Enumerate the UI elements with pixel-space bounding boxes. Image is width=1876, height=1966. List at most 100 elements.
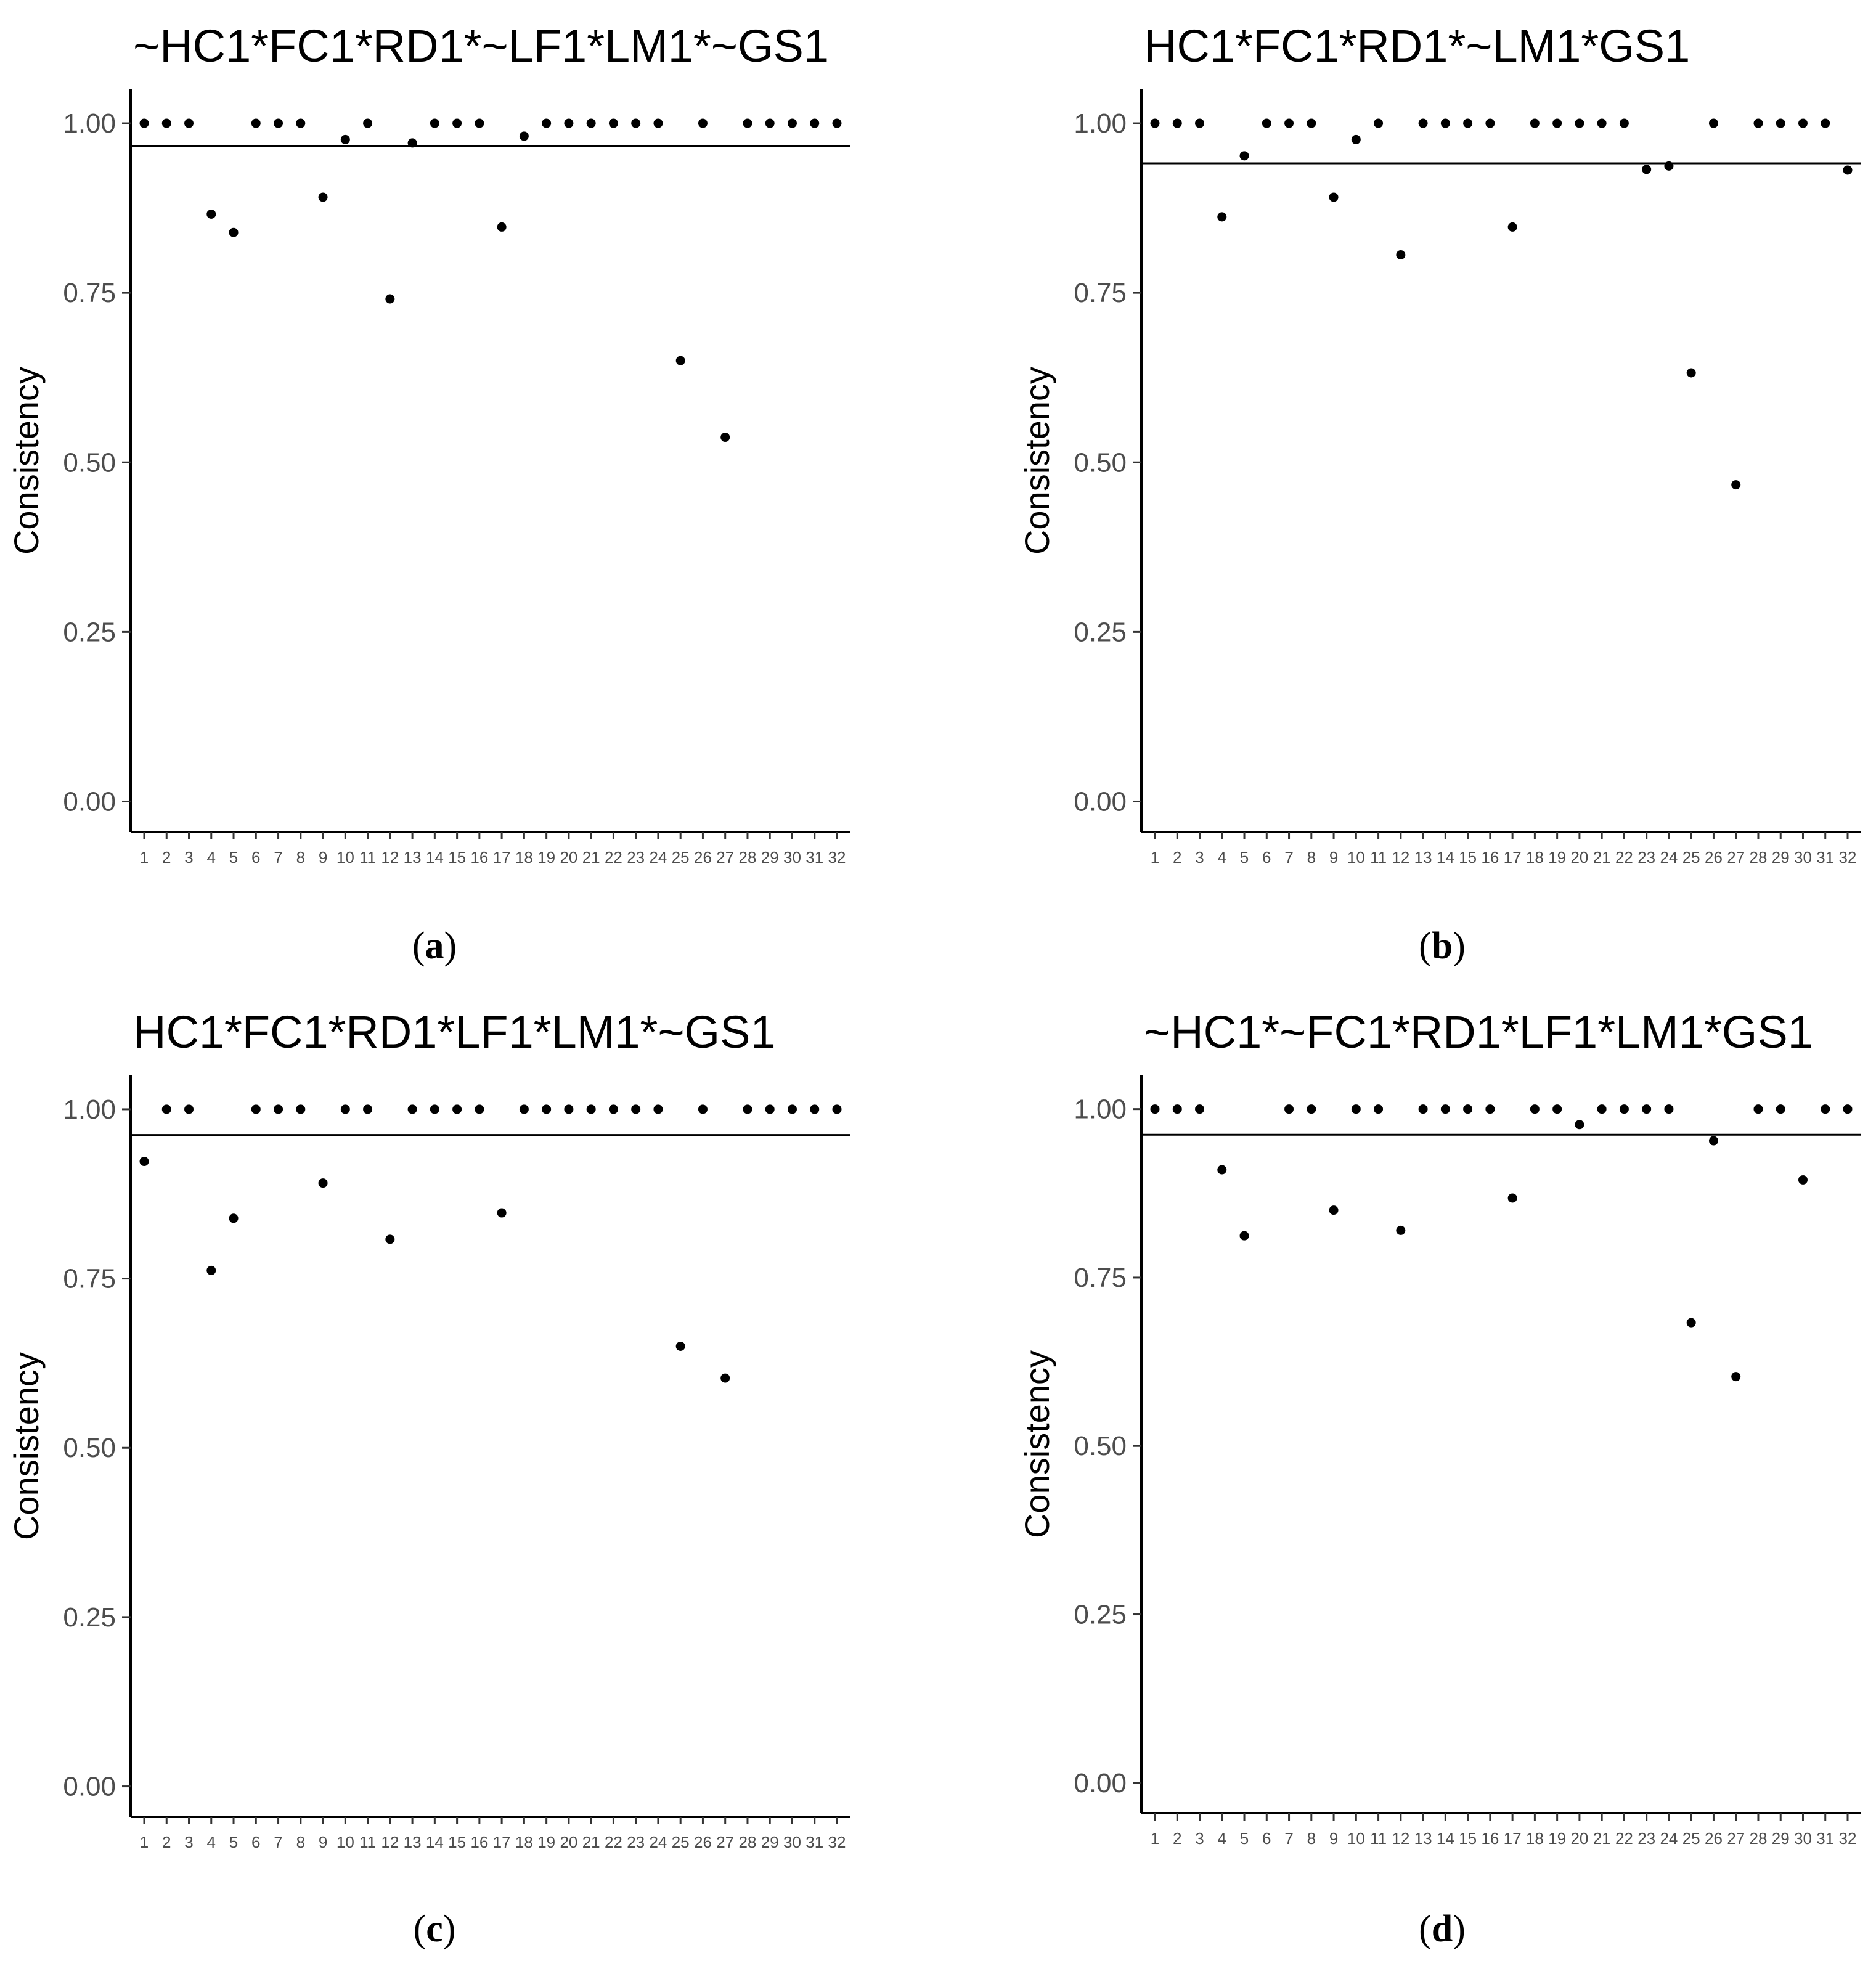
- x-tick-label: 14: [426, 848, 444, 867]
- x-tick-label: 28: [1750, 848, 1768, 867]
- data-point: [296, 1104, 306, 1114]
- data-point: [206, 1265, 216, 1275]
- data-point: [810, 118, 820, 128]
- data-point: [653, 118, 663, 128]
- data-point: [1150, 118, 1160, 128]
- data-point: [1239, 151, 1249, 161]
- x-tick-label: 25: [1682, 848, 1700, 867]
- x-tick-label: 29: [761, 1833, 779, 1851]
- panel-title: HC1*FC1*RD1*LF1*LM1*~GS1: [133, 1006, 776, 1058]
- x-tick-label: 29: [761, 848, 779, 867]
- x-tick-label: 8: [296, 848, 305, 867]
- x-tick-label: 26: [1705, 848, 1723, 867]
- panel-letter: a: [425, 925, 444, 967]
- data-point: [720, 1373, 730, 1383]
- data-point: [810, 1104, 820, 1114]
- data-point: [1821, 1104, 1830, 1114]
- data-point: [1396, 250, 1406, 260]
- x-tick-label: 20: [560, 848, 577, 867]
- y-tick-label: 0.25: [1074, 1600, 1127, 1630]
- axes: 0.000.250.500.751.001 2 3 4 5 6 7 8 9 10 11 12 13 14 1…: [63, 1075, 850, 1851]
- data-point: [1708, 118, 1718, 128]
- x-tick-label: 6: [251, 1833, 260, 1851]
- data-point: [1798, 1175, 1808, 1185]
- x-tick-label: 1: [1151, 1829, 1159, 1848]
- data-point: [1418, 118, 1428, 128]
- panel-letter: b: [1432, 925, 1453, 967]
- x-tick-label: 30: [1794, 1829, 1812, 1848]
- panel-letter: d: [1432, 1908, 1453, 1950]
- data-point: [1552, 118, 1562, 128]
- y-tick-label: 0.50: [63, 447, 116, 478]
- x-tick-label: 31: [805, 1833, 823, 1851]
- data-point: [1351, 1104, 1361, 1114]
- data-point: [1575, 1120, 1584, 1130]
- x-tick-label: 20: [1570, 848, 1588, 867]
- data-point: [542, 1104, 552, 1114]
- data-point: [1843, 165, 1853, 175]
- data-point: [340, 1104, 350, 1114]
- x-tick-label: 14: [1437, 848, 1454, 867]
- data-point: [251, 1104, 261, 1114]
- x-tick-label: 17: [1504, 1829, 1522, 1848]
- y-tick-label: 0.75: [63, 1264, 116, 1294]
- x-tick-label: 16: [470, 1833, 488, 1851]
- x-tick-label: 24: [649, 848, 667, 867]
- data-point: [765, 118, 775, 128]
- x-tick-label: 15: [448, 1833, 466, 1851]
- x-tick-label: 27: [716, 1833, 734, 1851]
- y-tick-label: 1.00: [1074, 108, 1127, 139]
- data-point: [1374, 1104, 1384, 1114]
- x-tick-label: 19: [537, 1833, 555, 1851]
- data-point: [1284, 118, 1294, 128]
- x-tick-label: 10: [336, 1833, 354, 1851]
- x-tick-label: 16: [1481, 1829, 1499, 1848]
- x-tick-label: 18: [515, 848, 533, 867]
- x-tick-label: 26: [694, 1833, 712, 1851]
- data-point: [1597, 1104, 1607, 1114]
- x-tick-label: 2: [1173, 848, 1181, 867]
- panel-caption: (c): [414, 1908, 456, 1950]
- data-point: [1463, 118, 1473, 128]
- data-point: [1731, 480, 1741, 490]
- data-point: [407, 138, 417, 148]
- x-tick-label: 6: [1262, 848, 1271, 867]
- x-tick-label: 12: [381, 1833, 399, 1851]
- x-tick-label: 25: [1682, 1829, 1700, 1848]
- data-point: [1753, 1104, 1763, 1114]
- data-point: [251, 118, 261, 128]
- y-tick-label: 0.00: [63, 1772, 116, 1802]
- data-point: [1708, 1136, 1718, 1146]
- data-point: [318, 1178, 328, 1188]
- panel-title: ~HC1*~FC1*RD1*LF1*LM1*GS1: [1144, 1006, 1813, 1058]
- x-tick-label: 21: [1593, 848, 1611, 867]
- panel-a: ~HC1*FC1*RD1*~LF1*LM1*~GS1 Consistency 0…: [7, 20, 850, 967]
- data-point: [1463, 1104, 1473, 1114]
- data-points: [139, 1104, 842, 1383]
- x-tick-label: 7: [1284, 1829, 1293, 1848]
- data-point: [631, 118, 641, 128]
- data-point: [1440, 118, 1450, 128]
- x-tick-label: 30: [783, 1833, 801, 1851]
- data-point: [497, 1208, 507, 1218]
- x-tick-label: 3: [184, 1833, 193, 1851]
- data-point: [363, 118, 373, 128]
- data-point: [1552, 1104, 1562, 1114]
- x-tick-label: 25: [672, 1833, 690, 1851]
- x-tick-label: 12: [1392, 848, 1409, 867]
- data-point: [608, 118, 618, 128]
- y-axis-label: Consistency: [7, 367, 46, 555]
- data-point: [519, 131, 529, 141]
- x-tick-label: 18: [1526, 848, 1544, 867]
- x-tick-label: 12: [381, 848, 399, 867]
- x-tick-label: 4: [1218, 1829, 1226, 1848]
- data-point: [407, 1104, 417, 1114]
- data-point: [1776, 1104, 1785, 1114]
- x-tick-label: 27: [1727, 1829, 1745, 1848]
- x-tick-label: 30: [783, 848, 801, 867]
- x-tick-label: 20: [1570, 1829, 1588, 1848]
- data-point: [184, 1104, 194, 1114]
- y-tick-label: 0.50: [1074, 1431, 1127, 1461]
- axes: 0.000.250.500.751.001 2 3 4 5 6 7 8 9 10 11 12 13 14 1…: [1074, 89, 1861, 867]
- x-tick-label: 13: [1414, 848, 1432, 867]
